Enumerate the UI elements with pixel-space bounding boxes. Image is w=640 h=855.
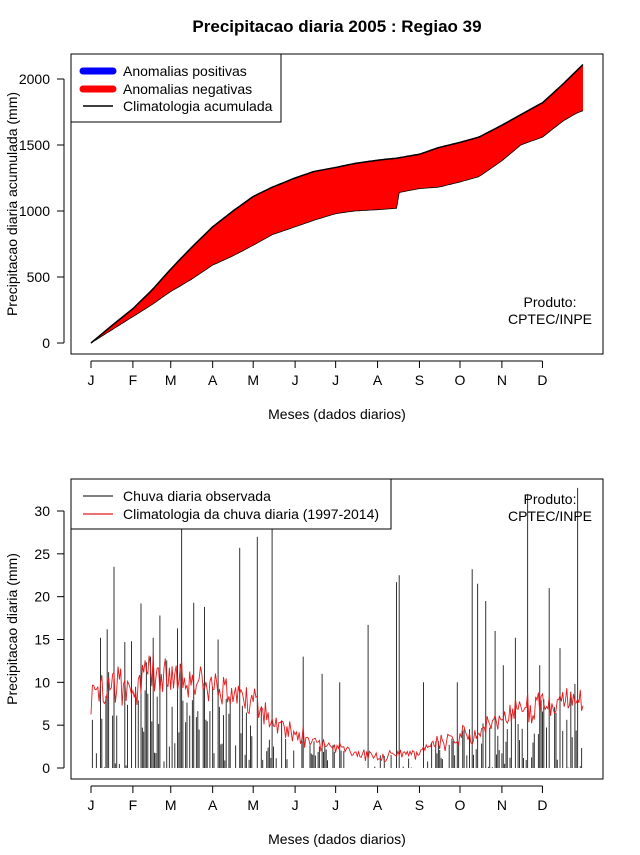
bottom-legend-box	[70, 478, 392, 530]
bottom-x-tick-label: J	[332, 797, 339, 813]
bottom-x-tick-label: O	[455, 797, 466, 813]
chart-top: 0 500 1000 1500 2000 J F M A M J J A S O N D Precipitac…	[4, 53, 604, 422]
top-x-tick-label: A	[208, 372, 218, 388]
daily-climatology-line	[90, 654, 584, 763]
negative-anomaly-area	[91, 64, 583, 343]
legend-label-climatology-daily: Climatologia da chuva diaria (1997-2014)	[123, 506, 379, 522]
bottom-y-tick-label: 10	[34, 674, 50, 690]
top-x-tick-label: M	[247, 372, 259, 388]
bottom-x-tick-label: N	[497, 797, 507, 813]
top-y-tick-label: 2000	[19, 71, 50, 87]
bottom-x-tick-label: M	[247, 797, 259, 813]
top-x-tick-label: O	[455, 372, 466, 388]
top-x-tick-label: S	[415, 372, 424, 388]
bottom-bars-layer	[91, 487, 583, 768]
legend-label-negative: Anomalias negativas	[123, 81, 252, 97]
legend-label-climatology: Climatologia acumulada	[123, 98, 273, 114]
top-plot-frame	[70, 53, 604, 355]
bottom-x-tick-label: F	[129, 797, 138, 813]
bottom-line-layer	[90, 654, 584, 763]
bottom-x-tick-label: S	[415, 797, 424, 813]
bottom-y-tick-label: 30	[34, 503, 50, 519]
bottom-annotation-line1: Produto:	[524, 491, 577, 507]
bottom-y-axis: 0 5 10 15 20 25 30	[34, 503, 65, 776]
top-annotation-line2: CPTEC/INPE	[508, 311, 592, 327]
bottom-x-tick-label: A	[208, 797, 218, 813]
bottom-xlabel: Meses (dados diarios)	[268, 831, 406, 847]
top-y-tick-label: 1500	[19, 137, 50, 153]
top-area-layer	[90, 63, 584, 344]
bottom-y-tick-label: 25	[34, 546, 50, 562]
top-x-tick-label: J	[88, 372, 95, 388]
bottom-x-tick-label: M	[165, 797, 177, 813]
top-x-tick-label: J	[292, 372, 299, 388]
bottom-y-tick-label: 20	[34, 589, 50, 605]
top-legend: Anomalias positivas Anomalias negativas …	[70, 53, 282, 123]
bottom-y-tick-label: 5	[42, 717, 50, 733]
bottom-annotation-line2: CPTEC/INPE	[508, 508, 592, 524]
top-x-tick-label: F	[129, 372, 138, 388]
top-ylabel: Precipitacao diaria acumulada (mm)	[4, 92, 20, 316]
bottom-x-tick-label: J	[88, 797, 95, 813]
top-y-tick-label: 0	[42, 335, 50, 351]
bottom-y-tick-label: 0	[42, 760, 50, 776]
observed-accumulated-line	[90, 110, 584, 344]
top-x-tick-label: J	[332, 372, 339, 388]
chart-bottom: 0 5 10 15 20 25 30 J F M A M J J A S O N D Precipitacao d…	[4, 478, 604, 847]
bottom-x-tick-label: D	[537, 797, 547, 813]
legend-label-positive: Anomalias positivas	[123, 63, 247, 79]
top-x-tick-label: N	[497, 372, 507, 388]
legend-label-observed: Chuva diaria observada	[123, 488, 271, 504]
climatology-accumulated-line	[90, 63, 584, 344]
top-y-tick-label: 500	[27, 269, 51, 285]
page-title: Precipitacao diaria 2005 : Regiao 39	[192, 17, 481, 36]
top-y-axis: 0 500 1000 1500 2000	[19, 71, 65, 351]
bottom-ylabel: Precipitacao diaria (mm)	[4, 553, 20, 705]
top-x-tick-label: A	[373, 372, 383, 388]
bottom-legend: Chuva diaria observada Climatologia da c…	[70, 478, 392, 530]
bottom-y-tick-label: 15	[34, 632, 50, 648]
bottom-x-tick-label: J	[292, 797, 299, 813]
top-xlabel: Meses (dados diarios)	[268, 406, 406, 422]
bottom-x-tick-label: A	[373, 797, 383, 813]
top-x-tick-label: M	[165, 372, 177, 388]
top-y-tick-label: 1000	[19, 203, 50, 219]
top-x-tick-label: D	[537, 372, 547, 388]
top-annotation-line1: Produto:	[524, 294, 577, 310]
